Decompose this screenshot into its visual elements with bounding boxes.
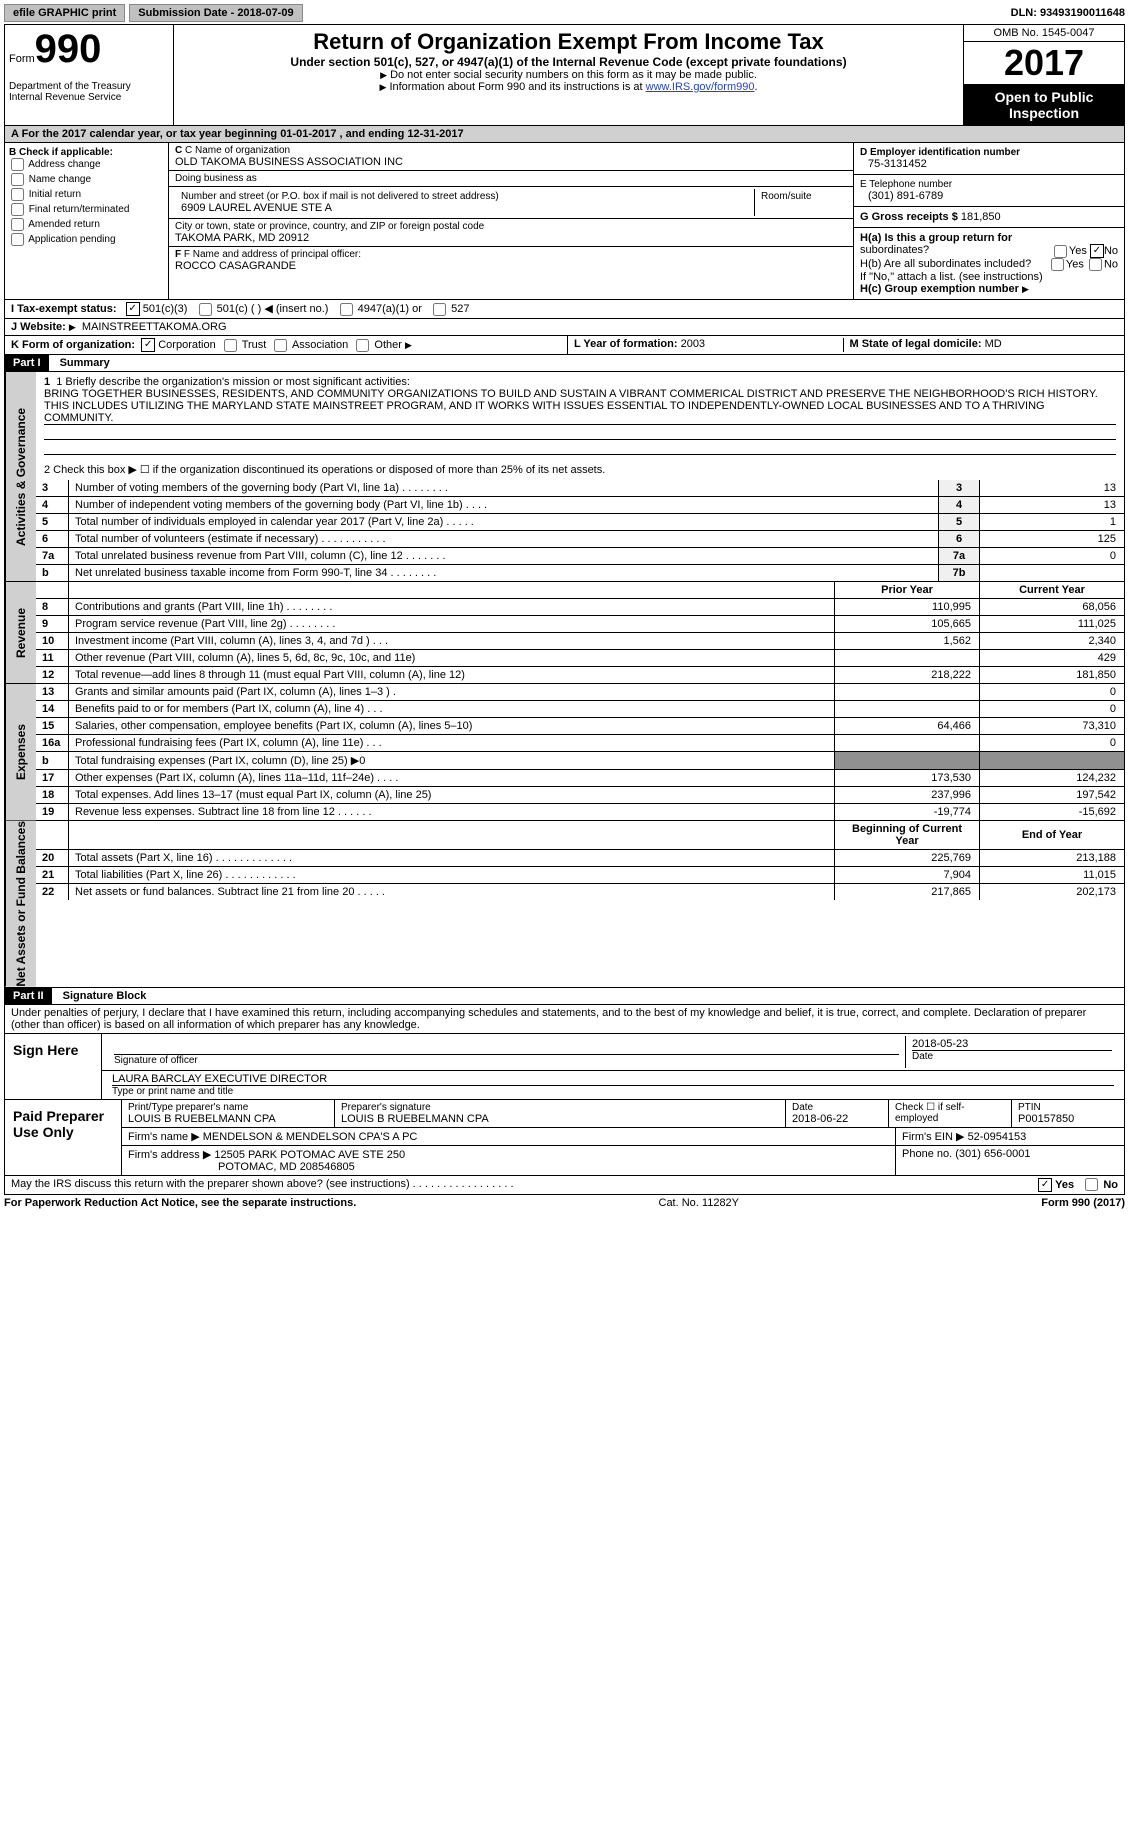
paid-preparer-label: Paid Preparer Use Only <box>5 1100 122 1175</box>
submission-date: Submission Date - 2018-07-09 <box>129 4 302 22</box>
col-d-ein: D Employer identification number 75-3131… <box>853 143 1124 299</box>
part1-expenses: Expenses 13Grants and similar amounts pa… <box>4 684 1125 821</box>
discuss-text: May the IRS discuss this return with the… <box>11 1178 1038 1192</box>
netassets-table: Beginning of Current YearEnd of Year20To… <box>36 821 1124 900</box>
part1-revenue: Revenue Prior YearCurrent Year8Contribut… <box>4 582 1125 684</box>
assoc-check[interactable] <box>274 339 287 352</box>
revenue-table: Prior YearCurrent Year8Contributions and… <box>36 582 1124 683</box>
top-bar: efile GRAPHIC print Submission Date - 20… <box>4 4 1125 22</box>
col-c-org-info: C C Name of organization OLD TAKOMA BUSI… <box>169 143 853 299</box>
sign-here-label: Sign Here <box>5 1034 102 1099</box>
hb-yes-check[interactable] <box>1051 258 1064 271</box>
row-i-tax-exempt: I Tax-exempt status: 501(c)(3) 501(c) ( … <box>4 300 1125 319</box>
other-check[interactable] <box>356 339 369 352</box>
pra-notice: For Paperwork Reduction Act Notice, see … <box>4 1197 356 1209</box>
website-url: MAINSTREETTAKOMA.ORG <box>82 321 227 333</box>
form-prefix: Form <box>9 53 35 65</box>
discuss-yes-check[interactable] <box>1038 1178 1052 1192</box>
preparer-date: 2018-06-22 <box>792 1113 882 1125</box>
part2-header-row: Part II Signature Block <box>4 988 1125 1005</box>
part2-header: Part II <box>5 988 52 1004</box>
sidebar-expenses: Expenses <box>5 684 36 820</box>
street-address: 6909 LAUREL AVENUE STE A <box>181 202 748 214</box>
part1-governance: Activities & Governance 1 1 Briefly desc… <box>4 372 1125 582</box>
firm-ein: 52-0954153 <box>968 1131 1027 1143</box>
cat-no: Cat. No. 11282Y <box>356 1197 1041 1209</box>
name-change-check[interactable] <box>11 173 24 186</box>
form-subtitle: Under section 501(c), 527, or 4947(a)(1)… <box>178 55 959 69</box>
form-header: Form 990 Department of the Treasury Inte… <box>4 24 1125 126</box>
firm-phone: (301) 656-0001 <box>955 1148 1030 1160</box>
year-formation: 2003 <box>681 338 705 350</box>
governance-table: 3Number of voting members of the governi… <box>36 480 1124 581</box>
final-return-check[interactable] <box>11 203 24 216</box>
firm-addr2: POTOMAC, MD 208546805 <box>128 1161 889 1173</box>
efile-button[interactable]: efile GRAPHIC print <box>4 4 125 22</box>
sig-date: 2018-05-23 <box>912 1038 1112 1051</box>
ein: 75-3131452 <box>860 158 1118 170</box>
org-name: OLD TAKOMA BUSINESS ASSOCIATION INC <box>175 156 847 168</box>
part1-header-row: Part I Summary <box>4 355 1125 372</box>
dept-irs: Internal Revenue Service <box>9 92 169 103</box>
line2: 2 Check this box ▶ ☐ if the organization… <box>36 459 1124 480</box>
501c-check[interactable] <box>199 303 212 316</box>
gross-receipts: 181,850 <box>961 211 1001 223</box>
irs-link[interactable]: www.IRS.gov/form990 <box>646 81 755 93</box>
initial-return-check[interactable] <box>11 188 24 201</box>
city-state-zip: TAKOMA PARK, MD 20912 <box>175 232 847 244</box>
sidebar-revenue: Revenue <box>5 582 36 683</box>
dept-treasury: Department of the Treasury <box>9 81 169 92</box>
part1-header: Part I <box>5 355 49 371</box>
ptin: P00157850 <box>1018 1113 1118 1125</box>
tax-year: 2017 <box>964 42 1124 85</box>
app-pending-check[interactable] <box>11 233 24 246</box>
row-a-tax-year: A For the 2017 calendar year, or tax yea… <box>4 126 1125 143</box>
dln: DLN: 93493190011648 <box>1011 7 1125 19</box>
hb-no-check[interactable] <box>1089 258 1102 271</box>
principal-officer: ROCCO CASAGRANDE <box>175 260 847 272</box>
telephone: (301) 891-6789 <box>860 190 1118 202</box>
501c3-check[interactable] <box>126 302 140 316</box>
state-domicile: MD <box>985 338 1002 350</box>
sidebar-netassets: Net Assets or Fund Balances <box>5 821 36 987</box>
instr-info: Information about Form 990 and its instr… <box>389 81 645 93</box>
omb-number: OMB No. 1545-0047 <box>964 25 1124 42</box>
firm-name: MENDELSON & MENDELSON CPA'S A PC <box>203 1131 418 1143</box>
row-k-form-org: K Form of organization: Corporation Trus… <box>4 336 1125 355</box>
part2-label: Signature Block <box>55 990 147 1002</box>
amended-return-check[interactable] <box>11 218 24 231</box>
4947-check[interactable] <box>340 303 353 316</box>
instr-ssn: Do not enter social security numbers on … <box>390 69 757 81</box>
form-number: 990 <box>35 29 102 69</box>
preparer-sig: LOUIS B RUEBELMANN CPA <box>341 1113 779 1125</box>
mission-text: BRING TOGETHER BUSINESSES, RESIDENTS, AN… <box>44 388 1116 425</box>
part1-label: Summary <box>52 357 110 369</box>
col-b-checkboxes: B Check if applicable: Address change Na… <box>5 143 169 299</box>
open-to-public: Open to Public Inspection <box>964 85 1124 125</box>
firm-addr1: 12505 PARK POTOMAC AVE STE 250 <box>214 1149 405 1161</box>
header-grid: B Check if applicable: Address change Na… <box>4 143 1125 300</box>
sidebar-governance: Activities & Governance <box>5 372 36 581</box>
527-check[interactable] <box>433 303 446 316</box>
corp-check[interactable] <box>141 338 155 352</box>
trust-check[interactable] <box>224 339 237 352</box>
officer-name-title: LAURA BARCLAY EXECUTIVE DIRECTOR <box>112 1073 1114 1086</box>
form-title: Return of Organization Exempt From Incom… <box>178 29 959 55</box>
part1-netassets: Net Assets or Fund Balances Beginning of… <box>4 821 1125 988</box>
page-footer: For Paperwork Reduction Act Notice, see … <box>4 1195 1125 1211</box>
signature-block: Under penalties of perjury, I declare th… <box>4 1005 1125 1195</box>
ha-yes-check[interactable] <box>1054 245 1067 258</box>
preparer-name: LOUIS B RUEBELMANN CPA <box>128 1113 328 1125</box>
discuss-no-check[interactable] <box>1085 1178 1098 1191</box>
addr-change-check[interactable] <box>11 158 24 171</box>
ha-no-check[interactable] <box>1090 244 1104 258</box>
col-b-label: B Check if applicable: <box>9 147 164 158</box>
perjury-text: Under penalties of perjury, I declare th… <box>5 1005 1124 1034</box>
row-j-website: J Website: MAINSTREETTAKOMA.ORG <box>4 319 1125 336</box>
expenses-table: 13Grants and similar amounts paid (Part … <box>36 684 1124 820</box>
